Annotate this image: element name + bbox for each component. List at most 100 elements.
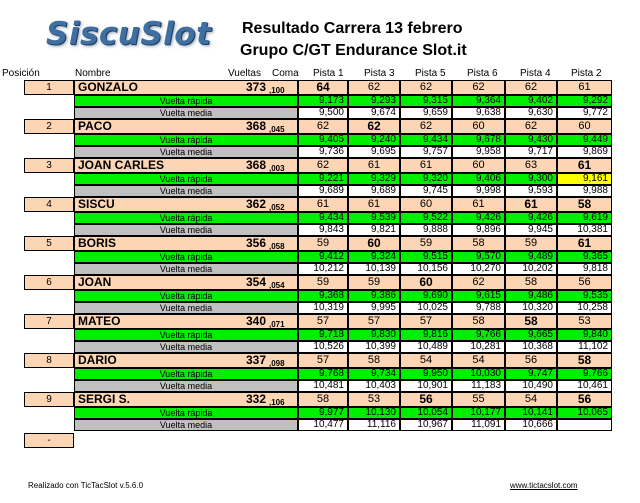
driver-row: 1 GONZALO 373,100 Vuelta rápida Vuelta media… <box>0 80 640 119</box>
driver-row: 8 DARIO 337,098 Vuelta rápida Vuelta media 57… <box>0 353 640 392</box>
vuelta-media-cell: 10,212 <box>298 263 348 275</box>
vuelta-media-cell: 10,399 <box>348 341 400 353</box>
pista-laps-cell: 58 <box>452 314 505 329</box>
pista-laps-cell: 55 <box>452 392 505 407</box>
total-laps: 340 <box>245 314 266 328</box>
vuelta-rapida-cell: 9,766 <box>557 368 612 380</box>
column-headers: Posición Nombre Vueltas Coma Pista 1 Pis… <box>0 68 640 80</box>
lap-fraction: ,106 <box>269 398 285 407</box>
pista-laps-cell: 62 <box>400 80 452 95</box>
pista-laps-cell: 57 <box>348 314 400 329</box>
vuelta-rapida-cell: 10,141 <box>505 407 557 419</box>
vuelta-rapida-cell: 9,766 <box>452 329 505 341</box>
driver-name: SERGI S. <box>78 392 131 406</box>
lap-fraction: ,098 <box>269 359 285 368</box>
vuelta-rapida-cell: 9,434 <box>298 212 348 224</box>
vuelta-media-cell: 10,477 <box>298 419 348 431</box>
vuelta-media-cell: 9,695 <box>348 146 400 158</box>
siscuslot-logo: SiscuSlot <box>46 16 212 52</box>
vuelta-media-cell: 10,381 <box>557 224 612 236</box>
vuelta-rapida-cell: 9,535 <box>557 290 612 302</box>
vuelta-media-label: Vuelta media <box>74 302 298 314</box>
lap-fraction: ,003 <box>269 164 285 173</box>
vuelta-rapida-cell: 10,054 <box>400 407 452 419</box>
vuelta-rapida-label: Vuelta rápida <box>74 329 298 341</box>
vuelta-media-cell: 10,281 <box>452 341 505 353</box>
total-laps: 368 <box>245 119 266 133</box>
pista-laps-cell: 58 <box>452 236 505 251</box>
pista-laps-cell: 61 <box>298 197 348 212</box>
vuelta-rapida-cell: 9,315 <box>400 95 452 107</box>
vuelta-media-cell: 9,736 <box>298 146 348 158</box>
vuelta-rapida-cell: 9,816 <box>400 329 452 341</box>
pista-laps-cell: 60 <box>452 119 505 134</box>
pista-laps-cell: 62 <box>298 119 348 134</box>
total-laps: 362 <box>245 197 266 211</box>
driver-name-cell: PACO 368,045 <box>74 119 298 134</box>
vuelta-media-cell: 10,025 <box>400 302 452 314</box>
pista-laps-cell: 59 <box>400 236 452 251</box>
vuelta-media-cell: 10,319 <box>298 302 348 314</box>
vuelta-rapida-label: Vuelta rápida <box>74 212 298 224</box>
vuelta-rapida-cell: 9,619 <box>557 212 612 224</box>
vuelta-media-cell: 10,461 <box>557 380 612 392</box>
pista-laps-cell: 60 <box>557 119 612 134</box>
report-subtitle: Grupo C/GT Endurance Slot.it <box>240 42 467 59</box>
col-pista-4: Pista 4 <box>520 68 551 79</box>
vuelta-rapida-cell: 9,747 <box>505 368 557 380</box>
vuelta-rapida-cell: 9,402 <box>505 95 557 107</box>
results-table: Posición Nombre Vueltas Coma Pista 1 Pis… <box>0 68 640 470</box>
vuelta-rapida-cell: 9,406 <box>452 173 505 185</box>
pista-laps-cell: 60 <box>348 236 400 251</box>
vuelta-media-cell: 10,489 <box>400 341 452 353</box>
vuelta-rapida-cell: 10,065 <box>557 407 612 419</box>
vuelta-media-label: Vuelta media <box>74 341 298 353</box>
driver-name-cell: SISCU 362,052 <box>74 197 298 212</box>
col-pista-5: Pista 5 <box>415 68 446 79</box>
vuelta-media-cell: 10,481 <box>298 380 348 392</box>
pista-laps-cell: 53 <box>557 314 612 329</box>
position-cell: 6 <box>24 275 74 290</box>
driver-name: DARIO <box>78 353 117 367</box>
pista-laps-cell: 59 <box>298 236 348 251</box>
pista-laps-cell: 56 <box>557 275 612 290</box>
vuelta-media-cell: 9,638 <box>452 107 505 119</box>
vuelta-media-cell: 9,659 <box>400 107 452 119</box>
pista-laps-cell: 60 <box>400 275 452 290</box>
tictacslot-link[interactable]: www.tictacslot.com <box>510 481 578 490</box>
total-laps: 356 <box>245 236 266 250</box>
pista-laps-cell: 62 <box>348 80 400 95</box>
vuelta-media-label: Vuelta media <box>74 185 298 197</box>
position-cell: - <box>24 433 74 448</box>
vuelta-rapida-cell: 9,678 <box>452 134 505 146</box>
vuelta-media-cell: 9,843 <box>298 224 348 236</box>
pista-laps-cell: 54 <box>505 392 557 407</box>
vuelta-media-label: Vuelta media <box>74 107 298 119</box>
driver-name-cell: SERGI S. 332,106 <box>74 392 298 407</box>
vuelta-media-cell: 10,156 <box>400 263 452 275</box>
report-title: Resultado Carrera 13 febrero <box>242 20 463 37</box>
vuelta-rapida-cell: 10,130 <box>348 407 400 419</box>
vuelta-media-cell: 9,821 <box>348 224 400 236</box>
driver-name: SISCU <box>78 197 115 211</box>
vuelta-media-cell: 10,368 <box>505 341 557 353</box>
pista-laps-cell: 62 <box>348 119 400 134</box>
driver-name: MATEO <box>78 314 121 328</box>
driver-name-cell: JOAN 354,054 <box>74 275 298 290</box>
pista-laps-cell: 61 <box>557 80 612 95</box>
total-laps: 368 <box>245 158 266 172</box>
driver-row: 4 SISCU 362,052 Vuelta rápida Vuelta media 61… <box>0 197 640 236</box>
pista-laps-cell: 64 <box>298 80 348 95</box>
lap-fraction: ,052 <box>269 203 285 212</box>
vuelta-rapida-cell: 9,386 <box>348 290 400 302</box>
pista-laps-cell: 58 <box>557 353 612 368</box>
pista-laps-cell: 63 <box>505 158 557 173</box>
vuelta-media-cell: 10,270 <box>452 263 505 275</box>
total-laps: 373 <box>245 80 266 94</box>
vuelta-media-label: Vuelta media <box>74 419 298 431</box>
vuelta-rapida-cell: 9,515 <box>400 251 452 263</box>
lap-fraction: ,058 <box>269 242 285 251</box>
pista-laps-cell: 60 <box>400 197 452 212</box>
col-pista-3: Pista 3 <box>364 68 395 79</box>
driver-row: 2 PACO 368,045 Vuelta rápida Vuelta media 62 9… <box>0 119 640 158</box>
